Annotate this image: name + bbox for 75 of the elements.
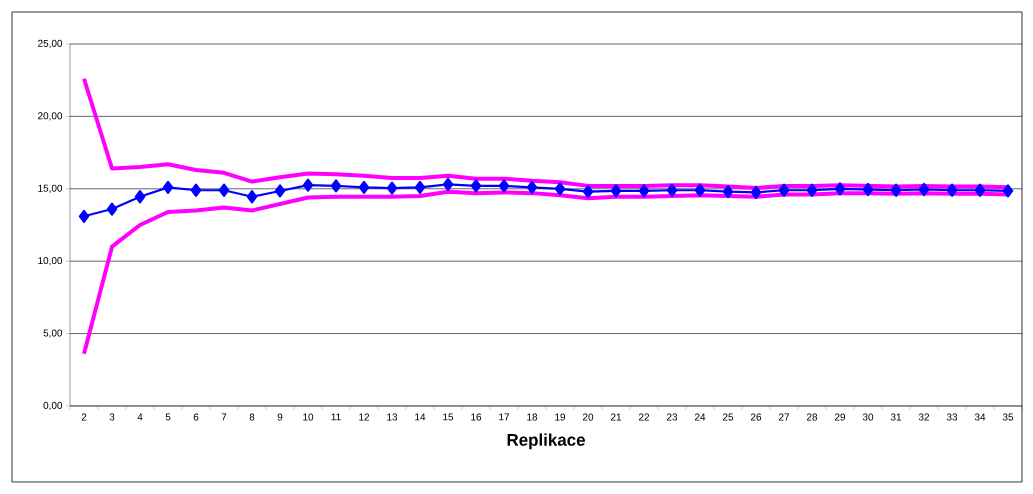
x-tick-label: 15 xyxy=(443,413,454,421)
point xyxy=(358,180,370,194)
point xyxy=(162,180,174,194)
x-tick-label: 29 xyxy=(834,413,846,421)
point xyxy=(442,177,454,192)
point xyxy=(134,190,146,204)
x-tick-label: 13 xyxy=(387,413,398,421)
point xyxy=(610,184,622,198)
point xyxy=(414,180,426,194)
point xyxy=(694,183,706,197)
x-tick-label: 19 xyxy=(555,413,566,421)
y-tick-label: 5,00 xyxy=(43,329,63,338)
x-tick-label: 5 xyxy=(165,413,171,421)
x-tick-label: 6 xyxy=(193,413,199,421)
x-tick-label: 25 xyxy=(722,413,734,421)
point xyxy=(722,185,734,199)
x-tick-label: 4 xyxy=(137,413,143,421)
point xyxy=(918,182,930,197)
point xyxy=(946,183,958,197)
point xyxy=(554,182,566,196)
x-tick-label: 31 xyxy=(890,413,902,421)
x-tick-label: 24 xyxy=(694,413,706,421)
x-tick-label: 3 xyxy=(109,413,115,421)
x-tick-label: 9 xyxy=(277,413,283,421)
point xyxy=(890,183,902,197)
x-tick-label: 12 xyxy=(359,413,370,421)
x-tick-label: 32 xyxy=(918,413,930,421)
point xyxy=(974,183,986,197)
point xyxy=(498,179,510,193)
point xyxy=(274,184,286,198)
point xyxy=(750,185,762,199)
point xyxy=(218,183,230,197)
x-tick-label: 21 xyxy=(610,413,622,421)
x-tick-label: 26 xyxy=(750,413,762,421)
point xyxy=(666,183,678,197)
point xyxy=(78,209,90,223)
x-tick-label: 20 xyxy=(582,413,594,421)
x-tick-label: 33 xyxy=(946,413,958,421)
x-tick-label: 35 xyxy=(1002,413,1014,421)
x-tick-label: 34 xyxy=(974,413,986,421)
point xyxy=(386,181,398,195)
point xyxy=(582,185,594,199)
x-tick-label: 30 xyxy=(862,413,874,421)
x-tick-label: 16 xyxy=(471,413,482,421)
point xyxy=(526,180,538,194)
y-tick-label: 0,00 xyxy=(43,401,63,411)
point xyxy=(862,182,874,197)
y-tick-label: 10,00 xyxy=(38,257,63,266)
x-tick-label: 28 xyxy=(806,413,818,421)
y-tick-label: 25,00 xyxy=(38,39,63,49)
point xyxy=(302,178,314,192)
point xyxy=(106,202,118,216)
point xyxy=(778,183,790,197)
x-tick-label: 8 xyxy=(249,413,255,421)
x-tick-label: 18 xyxy=(527,413,538,421)
point xyxy=(1002,184,1014,198)
point xyxy=(190,183,202,197)
x-tick-label: 7 xyxy=(221,413,227,421)
point xyxy=(246,190,258,204)
x-tick-label: 23 xyxy=(666,413,678,421)
x-tick-label: 14 xyxy=(415,413,426,421)
point xyxy=(330,179,342,193)
x-tick-label: 11 xyxy=(331,413,341,421)
x-tick-label: 22 xyxy=(638,413,650,421)
point xyxy=(638,184,650,198)
x-axis-title: Replikace xyxy=(507,433,585,450)
y-tick-label: 15,00 xyxy=(38,184,63,193)
point xyxy=(806,183,818,197)
x-tick-label: 17 xyxy=(499,413,510,421)
x-tick-label: 2 xyxy=(81,413,87,421)
point xyxy=(834,182,846,196)
point xyxy=(470,179,482,193)
y-tick-label: 20,00 xyxy=(38,112,63,121)
x-tick-label: 27 xyxy=(778,413,790,421)
x-tick-label: 10 xyxy=(303,413,314,421)
